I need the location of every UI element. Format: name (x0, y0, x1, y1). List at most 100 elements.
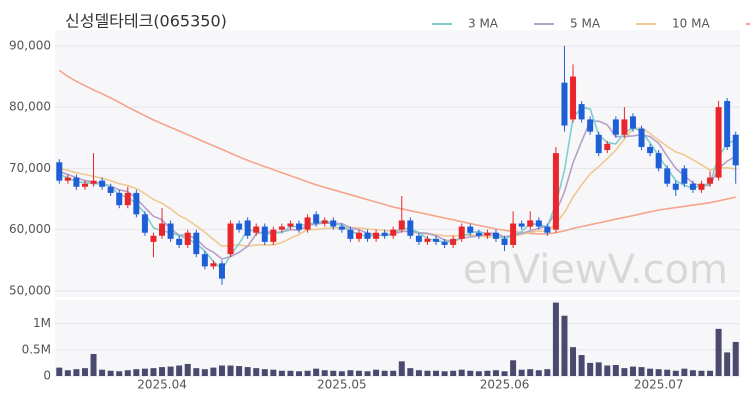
candle-body (107, 186, 114, 193)
volume-bar (561, 315, 568, 376)
candle-body (484, 232, 491, 236)
candle-body (638, 128, 645, 147)
candle-body (304, 217, 311, 230)
candle-body (90, 180, 97, 184)
y-tick-label: 70,000 (9, 161, 51, 175)
candle-body (278, 226, 285, 230)
volume-bar (458, 369, 465, 376)
watermark: enViewV.com (463, 247, 728, 293)
candle-body (227, 223, 234, 255)
volume-bar (99, 369, 106, 376)
candle-body (201, 254, 208, 267)
volume-tick-label: 0.5M (22, 342, 51, 356)
volume-bar (475, 371, 482, 376)
candle-body (689, 183, 696, 190)
candle-body (381, 232, 388, 236)
candle-body (261, 226, 268, 242)
volume-bar (201, 369, 208, 376)
volume-bar (467, 370, 474, 376)
volume-bar (73, 369, 80, 376)
candle-body (612, 119, 619, 135)
candle-body (587, 119, 594, 132)
candle-body (364, 232, 371, 239)
candle-body (552, 153, 559, 230)
candle-body (116, 192, 123, 206)
volume-bar (338, 371, 345, 376)
volume-bar (244, 367, 251, 376)
volume-bar (236, 366, 243, 376)
candle-body (732, 134, 739, 166)
volume-bar (732, 341, 739, 376)
candle-body (535, 220, 542, 227)
candle-body (724, 101, 731, 147)
volume-bar (407, 368, 414, 376)
volume-bar (415, 370, 422, 376)
candle-body (218, 263, 225, 279)
volume-bar (287, 370, 294, 376)
volume-bar (133, 369, 140, 376)
volume-bar (398, 361, 405, 376)
volume-bar (638, 367, 645, 376)
candle-body (433, 238, 440, 242)
volume-bar (484, 370, 491, 376)
candle-body (176, 238, 183, 245)
candle-body (424, 238, 431, 242)
volume-bar (655, 369, 662, 376)
volume-bar (621, 368, 628, 376)
y-tick-label: 50,000 (9, 283, 51, 297)
candle-body (561, 82, 568, 126)
volume-bar (664, 369, 671, 376)
candle-body (544, 226, 551, 233)
candle-body (621, 119, 628, 135)
price-panel (55, 30, 740, 297)
volume-bar (150, 368, 157, 376)
volume-bar (210, 367, 217, 376)
volume-bar (578, 355, 585, 376)
candle-body (270, 229, 277, 242)
volume-bar (64, 370, 71, 376)
candle-body (527, 220, 534, 227)
candle-body (338, 226, 345, 230)
volume-bar (355, 370, 362, 376)
volume-bar (647, 368, 654, 376)
volume-bar (390, 370, 397, 376)
volume-bar (492, 370, 499, 376)
volume-bar (90, 353, 97, 376)
volume-panel (55, 300, 740, 376)
candle-body (64, 177, 71, 181)
x-tick-label: 2025.05 (317, 378, 367, 392)
candle-body (664, 168, 671, 184)
volume-bar (552, 302, 559, 376)
candle-body (73, 177, 80, 187)
y-tick-label: 90,000 (9, 38, 51, 52)
candle-body (604, 143, 611, 151)
volume-bar (433, 370, 440, 376)
volume-bar (184, 363, 191, 376)
volume-bar (604, 365, 611, 376)
candle-body (578, 104, 585, 120)
volume-bar (330, 370, 337, 376)
candle-body (296, 223, 303, 230)
volume-bar (56, 367, 63, 376)
candle-body (398, 220, 405, 230)
volume-bar (672, 370, 679, 376)
volume-bar (227, 365, 234, 376)
candle-body (184, 232, 191, 245)
candle-body (390, 229, 397, 236)
volume-bar (441, 371, 448, 376)
legend-label: 10 MA (672, 17, 710, 31)
candle-body (313, 214, 320, 224)
candle-body (510, 223, 517, 245)
volume-bar (176, 365, 183, 376)
legend-label: 5 MA (570, 17, 601, 31)
candle-body (467, 226, 474, 233)
candle-body (475, 232, 482, 236)
volume-bar (544, 369, 551, 376)
volume-bar (535, 370, 542, 376)
volume-bar (321, 370, 328, 376)
candle-body (236, 223, 243, 230)
candle-body (407, 220, 414, 236)
volume-tick-label: 1M (33, 316, 51, 330)
candle-body (698, 183, 705, 190)
candle-body (570, 76, 577, 120)
